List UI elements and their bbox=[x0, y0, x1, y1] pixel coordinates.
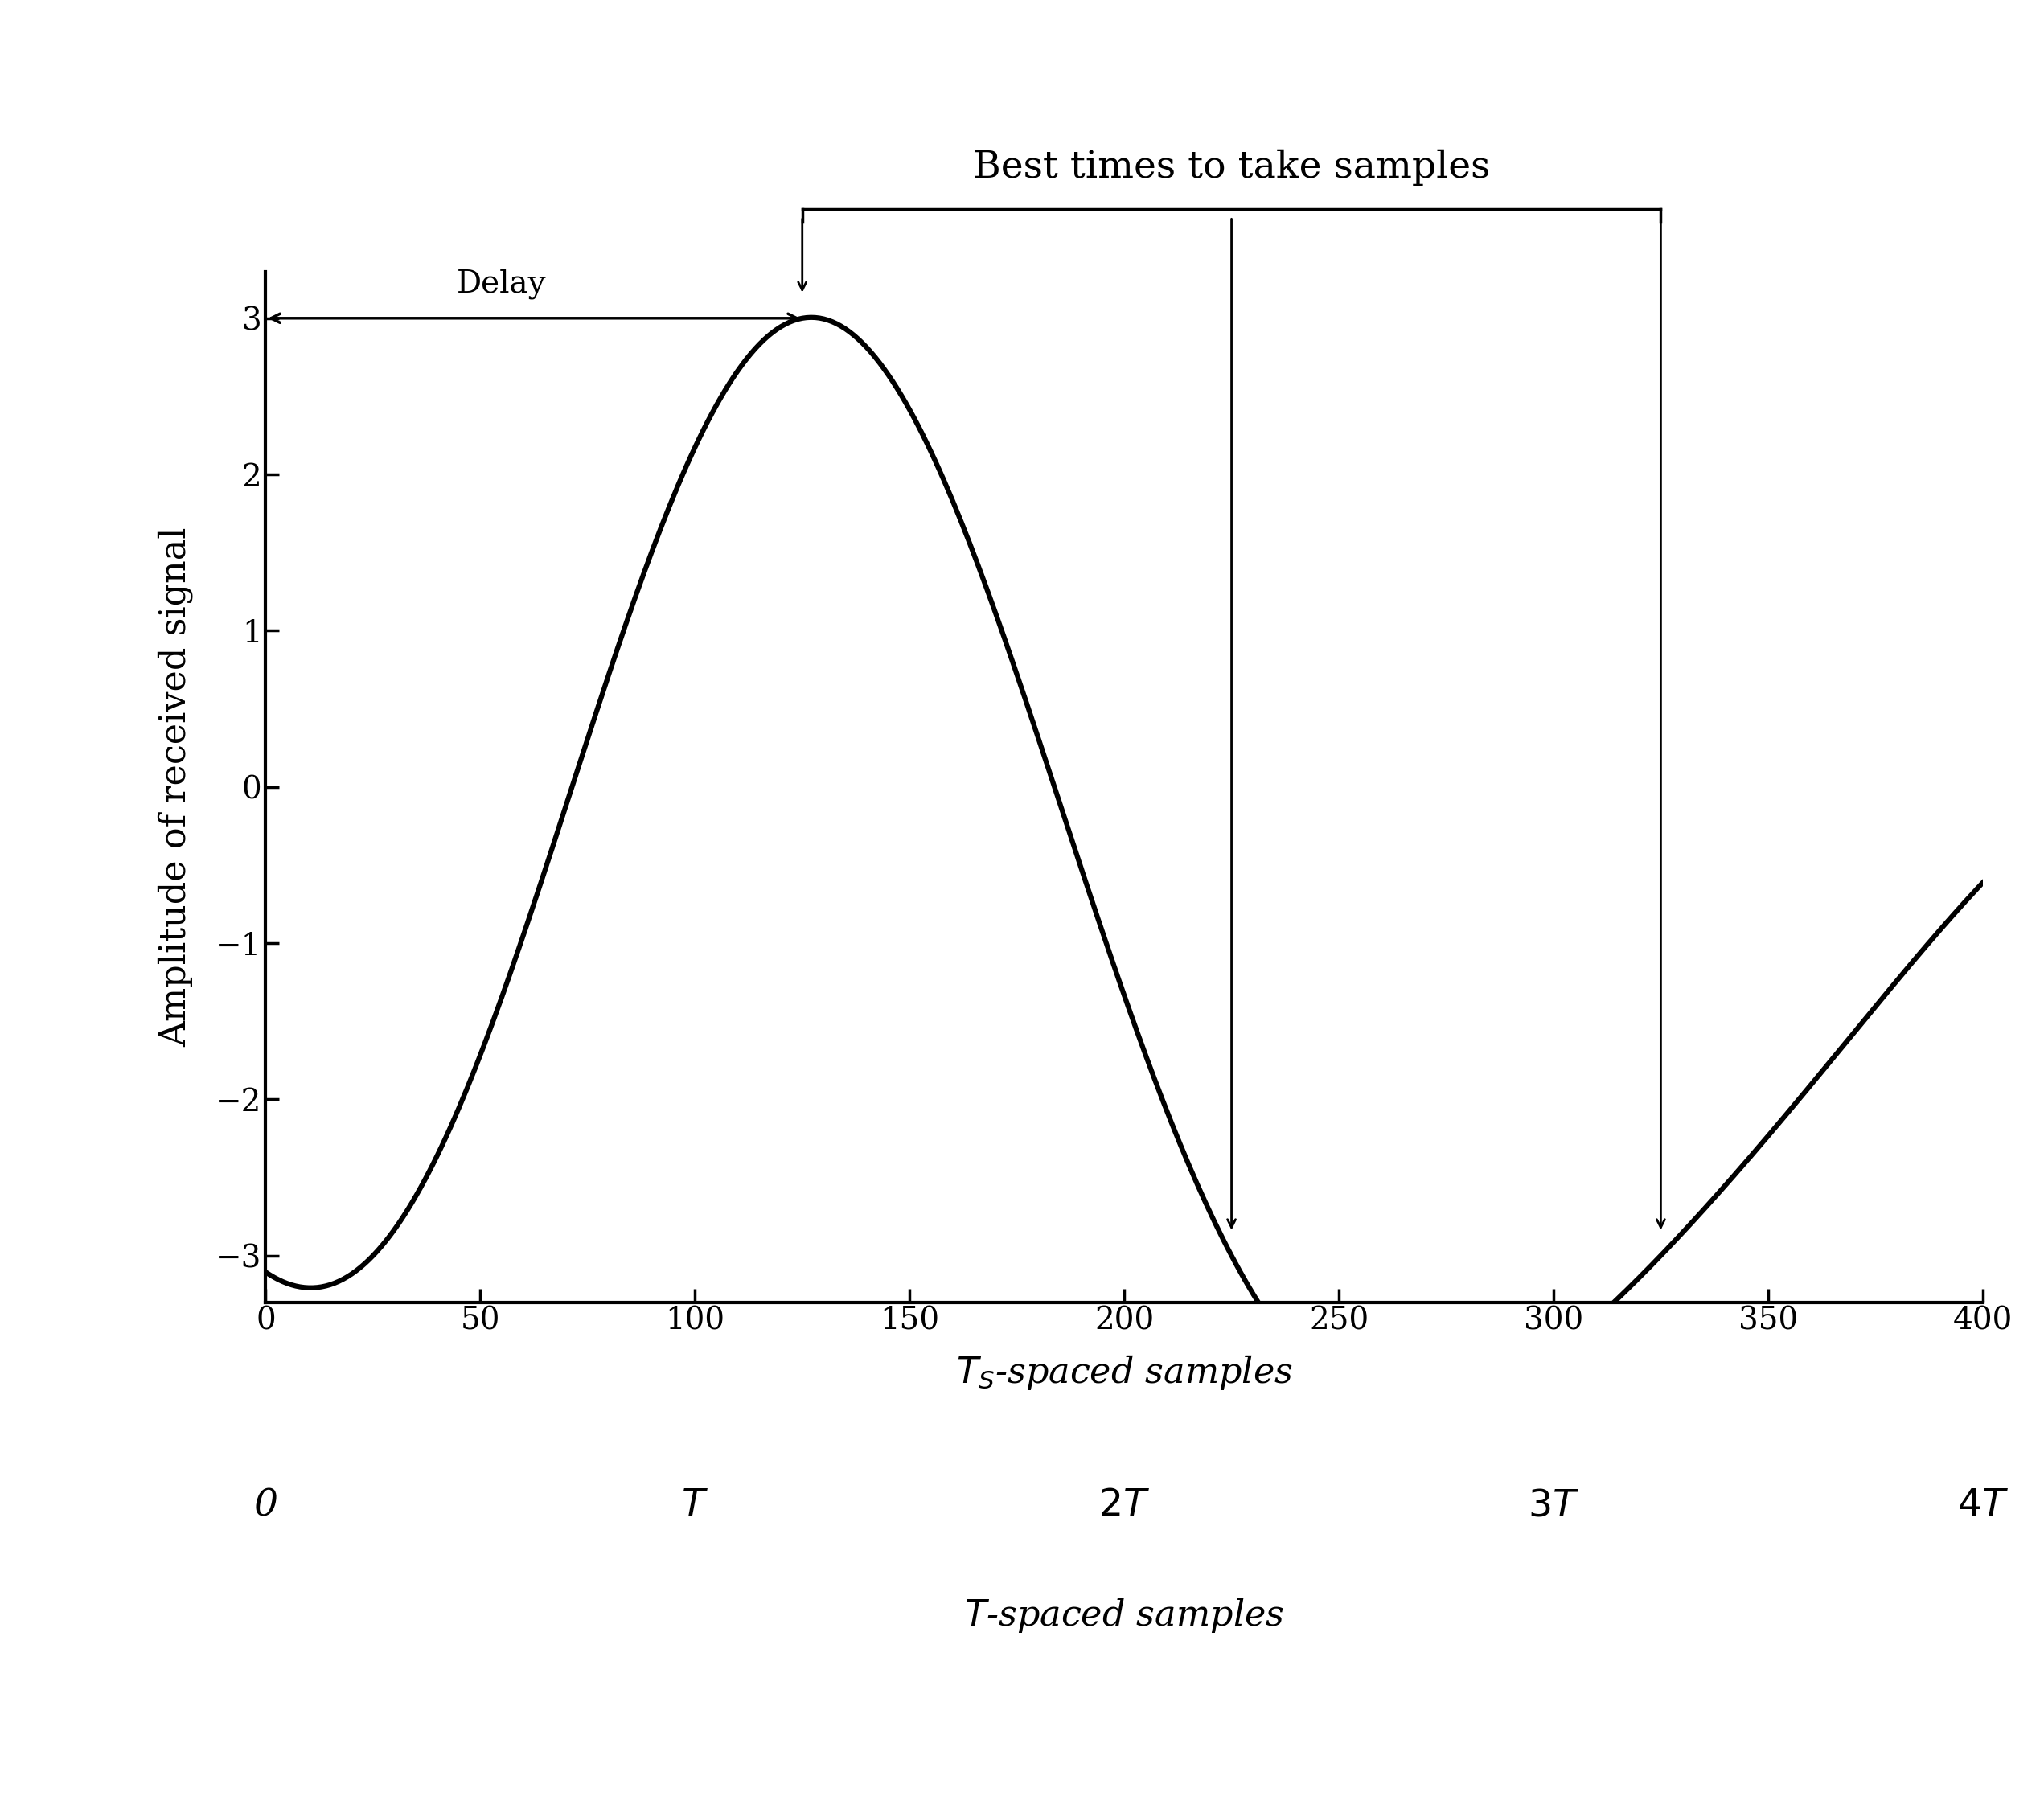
Text: Best times to take samples: Best times to take samples bbox=[973, 148, 1490, 185]
X-axis label: $T_S$-spaced samples: $T_S$-spaced samples bbox=[957, 1353, 1292, 1391]
Text: Delay: Delay bbox=[458, 270, 546, 300]
Y-axis label: Amplitude of received signal: Amplitude of received signal bbox=[157, 526, 194, 1047]
Text: $4T$: $4T$ bbox=[1956, 1487, 2009, 1523]
Text: $2T$: $2T$ bbox=[1098, 1487, 1151, 1523]
Text: 0: 0 bbox=[253, 1487, 278, 1523]
Text: $T$: $T$ bbox=[681, 1487, 709, 1523]
Text: $3T$: $3T$ bbox=[1527, 1487, 1580, 1523]
Text: $T$-spaced samples: $T$-spaced samples bbox=[965, 1596, 1284, 1634]
